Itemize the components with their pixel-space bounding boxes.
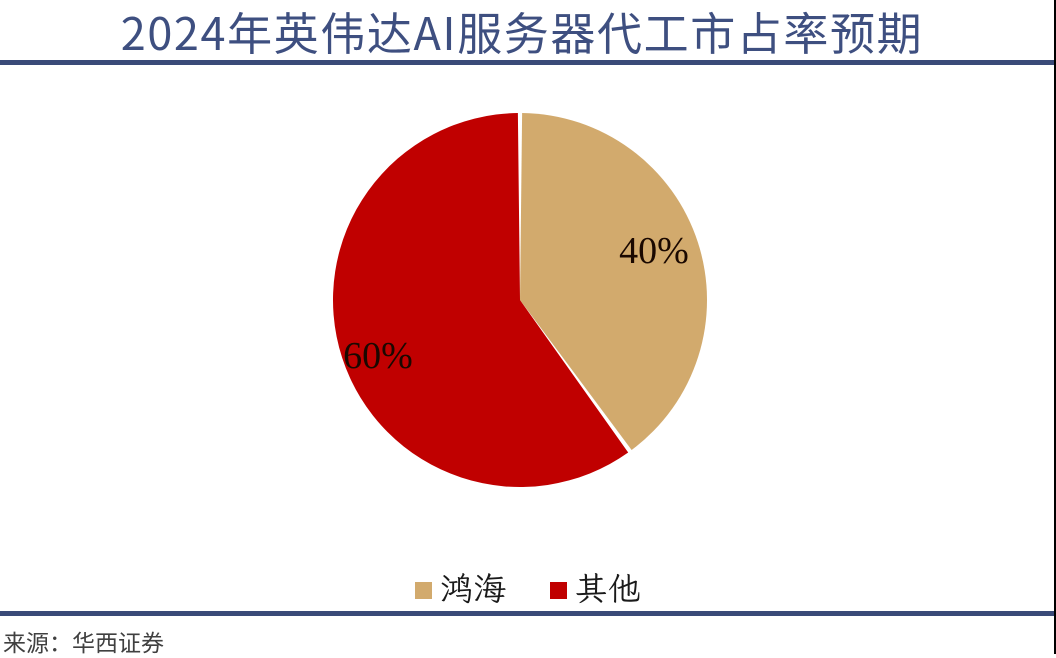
- svg-text:40%: 40%: [619, 230, 689, 272]
- svg-text:60%: 60%: [343, 335, 413, 377]
